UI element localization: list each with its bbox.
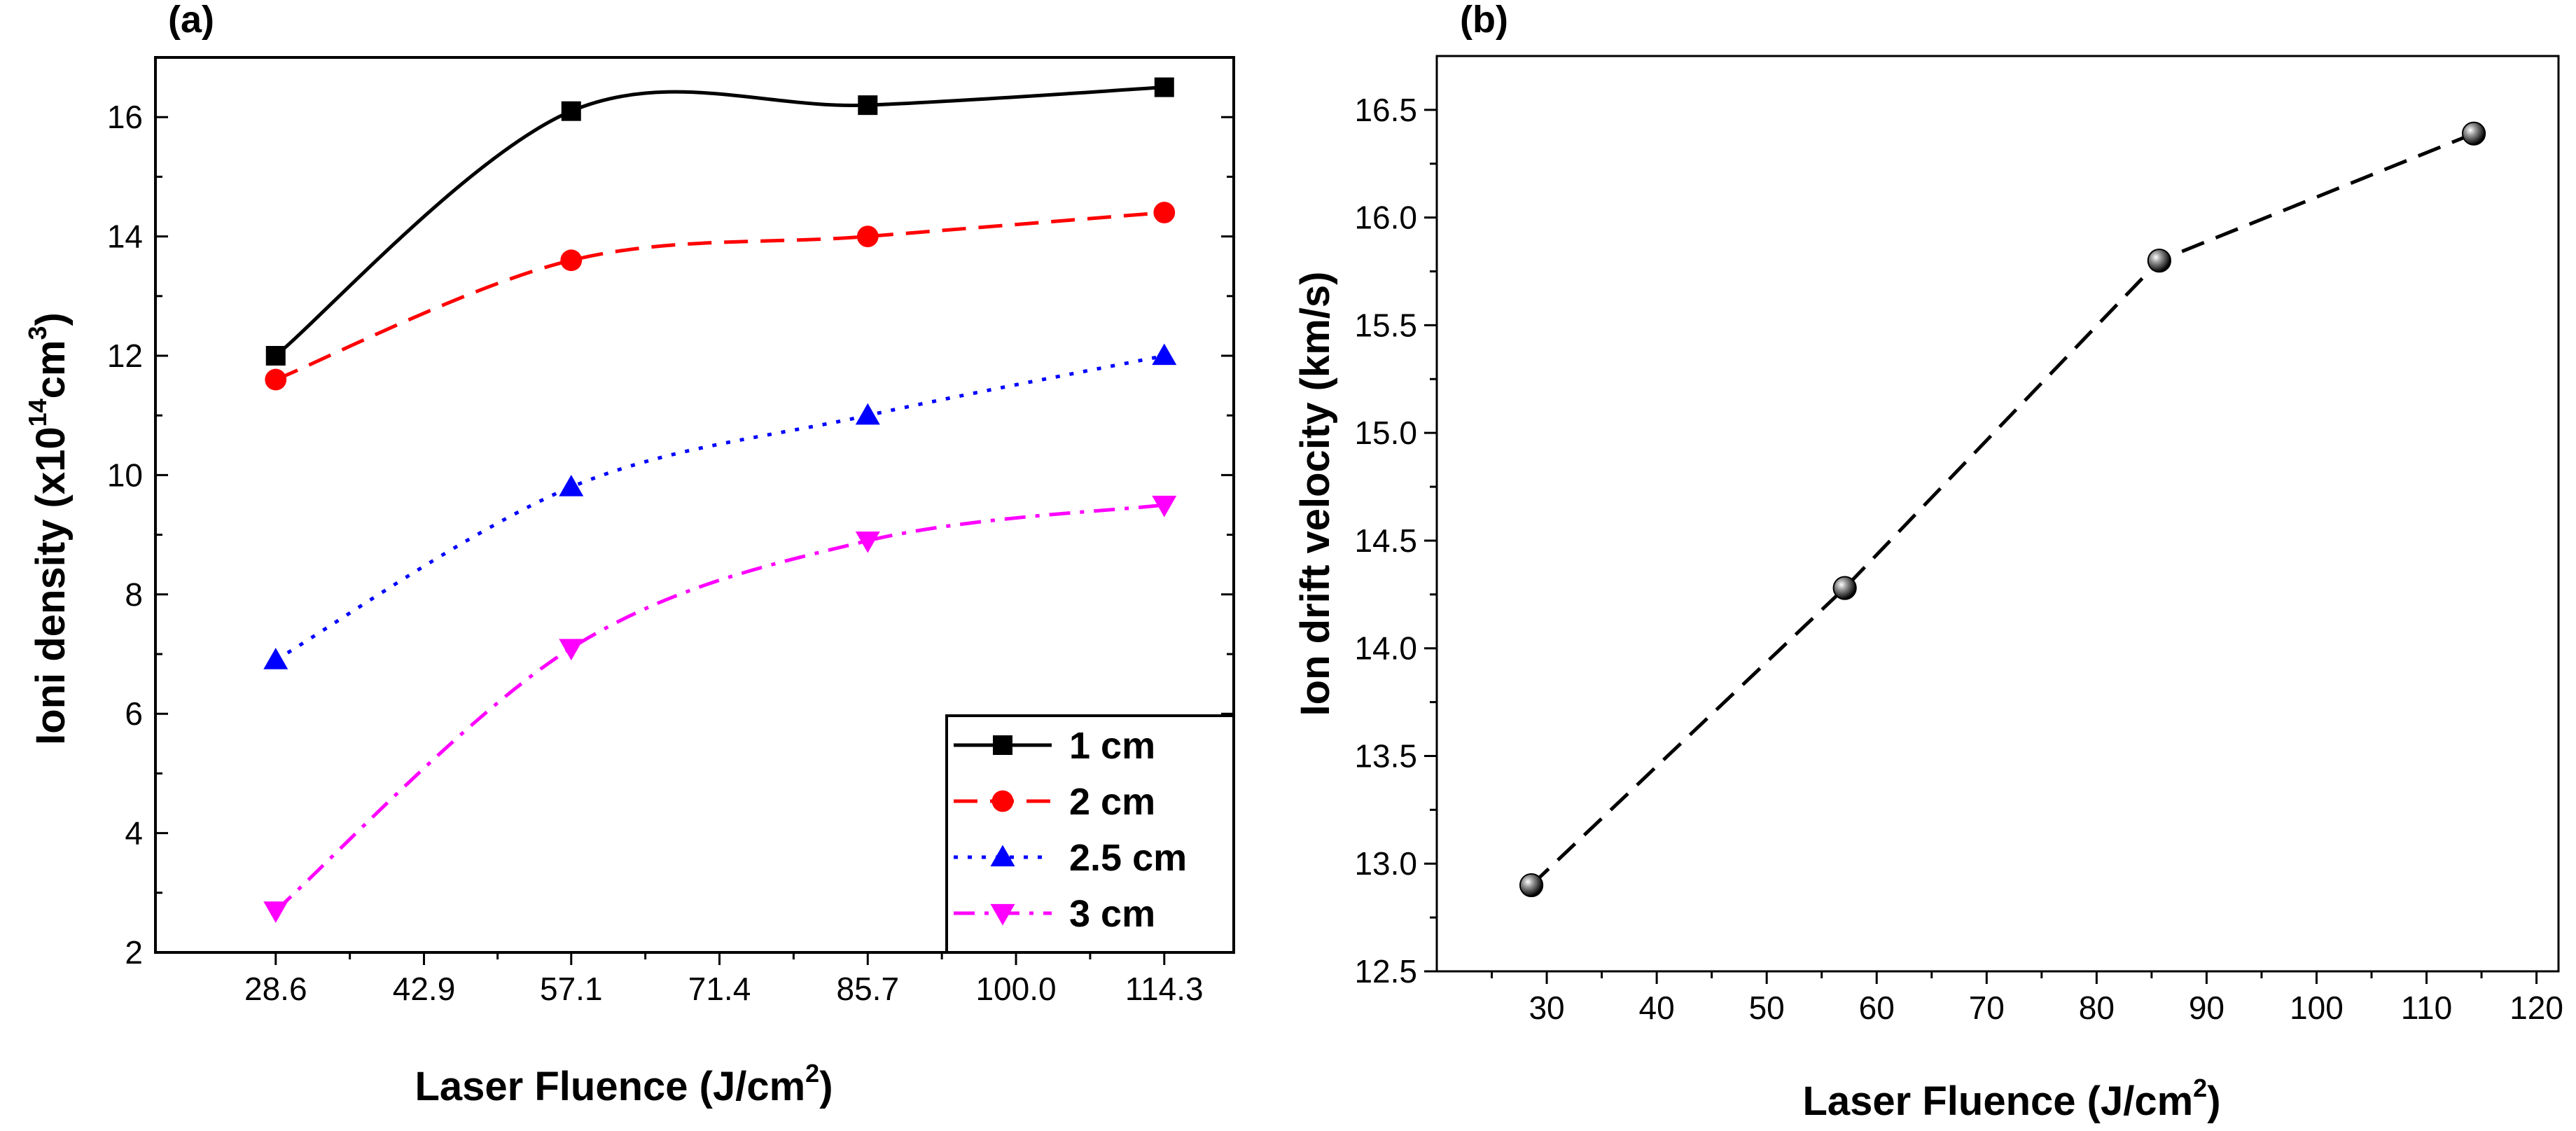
data-point — [559, 474, 584, 497]
x-tick-label: 71.4 — [688, 971, 751, 1007]
data-point — [1832, 576, 1857, 600]
series-line — [274, 211, 1164, 382]
data-point — [856, 225, 879, 247]
legend-label: 2 cm — [1069, 781, 1155, 823]
x-tick-label: 100.0 — [975, 971, 1056, 1007]
x-tick-label: 120 — [2509, 990, 2563, 1026]
panel-b-plot-area: 30 40 50 60 70 80 90 100 110 120 12.5 13.0 13.5 14.0 1… — [1354, 55, 2563, 1026]
x-tick-label: 110 — [2401, 990, 2452, 1026]
plot-frame — [1435, 55, 2560, 973]
panel-b-x-axis-title: Laser Fluence (J/cm2) — [1802, 1074, 2220, 1124]
panel-a-x-axis-title: Laser Fluence (J/cm2) — [415, 1059, 833, 1109]
x-tick-label: 85.7 — [837, 971, 900, 1007]
series-line — [274, 85, 1164, 357]
legend-marker — [990, 845, 1015, 867]
data-point — [1152, 343, 1177, 366]
panel-a-plot-area: 28.6 42.9 57.1 71.4 85.7 100.0 114.3 2 4 6 8 10 12 14… — [107, 56, 1235, 1007]
series-line — [274, 354, 1165, 662]
panel-a: (a) 28.6 42.9 57.1 71.4 85.7 100.0 114.3 2 4 6 8 10… — [23, 0, 1235, 1109]
y-tick-label: 2 — [125, 934, 143, 971]
data-point — [2461, 121, 2486, 146]
y-tick-label: 15.5 — [1354, 307, 1417, 343]
x-tick-label: 80 — [2079, 990, 2115, 1026]
y-tick-label: 16.5 — [1354, 92, 1417, 128]
x-tick-label: 90 — [2189, 990, 2225, 1026]
legend-label: 1 cm — [1069, 725, 1155, 767]
x-tick-label: 70 — [1969, 990, 2005, 1026]
y-tick-label: 12 — [107, 338, 143, 374]
legend-label: 3 cm — [1069, 893, 1155, 935]
data-point — [263, 648, 288, 669]
legend-marker — [993, 735, 1012, 755]
data-point — [855, 531, 880, 553]
legend-label: 2.5 cm — [1069, 837, 1187, 879]
panel-a-y-axis-title: Ioni density (x1014cm3) — [23, 312, 74, 745]
x-tick-label: 57.1 — [540, 971, 603, 1007]
y-tick-label: 14.5 — [1354, 522, 1417, 559]
y-tick-label: 16 — [107, 99, 143, 135]
x-tick-label: 28.6 — [244, 971, 307, 1007]
y-tick-label: 14.0 — [1354, 630, 1417, 667]
y-tick-label: 10 — [107, 457, 143, 493]
data-point — [559, 639, 584, 660]
legend-marker — [991, 790, 1014, 812]
data-point — [263, 901, 288, 923]
x-tick-label: 50 — [1749, 990, 1785, 1026]
y-tick-label: 16.0 — [1354, 200, 1417, 236]
x-tick-label: 42.9 — [393, 971, 456, 1007]
panel-b: (b) 30 40 50 60 70 80 90 100 110 120 12.5 13.0 13.5 1… — [1293, 0, 2563, 1124]
x-tick-label: 30 — [1529, 990, 1564, 1026]
y-tick-label: 8 — [125, 576, 143, 613]
data-point — [855, 403, 880, 425]
y-tick-label: 12.5 — [1354, 953, 1417, 990]
series-line — [1530, 132, 2475, 887]
data-point — [1154, 77, 1174, 97]
y-tick-label: 14 — [107, 218, 143, 255]
data-point — [858, 95, 878, 116]
panel-b-y-axis-title: Ion drift velocity (km/s) — [1293, 272, 1338, 716]
data-point — [265, 368, 287, 391]
data-point — [1519, 873, 1544, 898]
panel-b-label: (b) — [1460, 0, 1508, 41]
data-point — [561, 101, 581, 121]
x-tick-label: 60 — [1859, 990, 1895, 1026]
legend-box — [945, 714, 1235, 954]
y-tick-label: 13.5 — [1354, 737, 1417, 774]
data-point — [560, 249, 583, 272]
y-tick-label: 15.0 — [1354, 415, 1417, 451]
data-point — [1153, 202, 1176, 223]
y-tick-label: 13.0 — [1354, 845, 1417, 882]
y-tick-label: 6 — [125, 695, 143, 732]
data-point — [1152, 495, 1177, 518]
panel-a-legend: 1 cm 2 cm 2.5 cm 3 cm — [945, 714, 1235, 954]
data-point — [265, 346, 286, 366]
panel-a-label: (a) — [168, 0, 214, 41]
series-line — [274, 503, 1165, 913]
y-tick-label: 4 — [125, 815, 143, 852]
plot-frame — [154, 56, 1235, 954]
data-point — [2147, 249, 2171, 273]
x-tick-label: 40 — [1639, 990, 1675, 1026]
legend-marker — [990, 903, 1015, 926]
x-tick-label: 100 — [2290, 990, 2344, 1026]
x-tick-label: 114.3 — [1125, 971, 1204, 1007]
